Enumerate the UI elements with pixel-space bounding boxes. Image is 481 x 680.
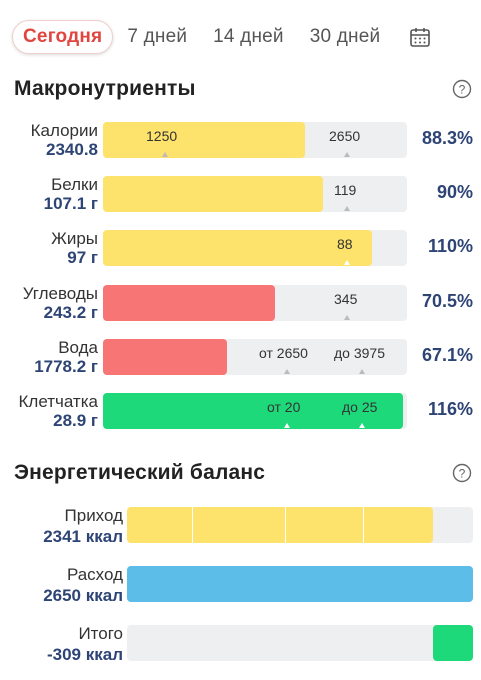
target-marker bbox=[162, 152, 168, 157]
macro-row-protein: Белки 107.1 г 119 90% bbox=[0, 175, 481, 215]
svg-text:?: ? bbox=[459, 83, 466, 97]
macro-name: Клетчатка bbox=[18, 392, 99, 411]
target-max-label: до 3975 bbox=[334, 345, 385, 361]
target-marker bbox=[284, 369, 290, 374]
energy-fill bbox=[127, 507, 433, 543]
target-marker bbox=[359, 423, 365, 428]
meal-divider bbox=[285, 507, 286, 543]
help-circle-icon[interactable]: ? bbox=[452, 463, 472, 483]
energy-track bbox=[127, 566, 473, 602]
energy-track bbox=[127, 625, 473, 661]
energy-row-total: Итого -309 ккал bbox=[0, 623, 481, 665]
target-max-label: до 25 bbox=[342, 399, 378, 415]
energy-track bbox=[127, 507, 473, 543]
macro-percent: 70.5% bbox=[421, 291, 473, 311]
macro-row-calories: Калории 2340.8 1250 2650 88.3% bbox=[0, 121, 481, 161]
macro-value: 107.1 г bbox=[43, 194, 98, 213]
progress-fill bbox=[103, 393, 404, 429]
progress-fill bbox=[103, 339, 228, 375]
macro-row-carbs: Углеводы 243.2 г 345 70.5% bbox=[0, 284, 481, 324]
macro-percent: 67.1% bbox=[421, 345, 473, 365]
progress-track: от 20 до 25 bbox=[103, 393, 407, 429]
macro-percent: 88.3% bbox=[421, 128, 473, 148]
target-label: 2650 bbox=[329, 128, 361, 144]
target-label: 88 bbox=[337, 236, 353, 252]
energy-value: 2341 ккал bbox=[43, 527, 123, 546]
target-marker bbox=[344, 206, 350, 211]
energy-name: Итого bbox=[78, 624, 123, 643]
meal-divider bbox=[363, 507, 364, 543]
macro-name: Углеводы bbox=[22, 284, 98, 303]
target-label: 119 bbox=[334, 182, 357, 198]
progress-fill bbox=[103, 122, 305, 158]
target-marker bbox=[344, 260, 350, 265]
target-marker bbox=[344, 315, 350, 320]
macro-value: 243.2 г bbox=[43, 303, 98, 322]
energy-row-expense: Расход 2650 ккал bbox=[0, 564, 481, 606]
macro-row-fats: Жиры 97 г 88 110% bbox=[0, 229, 481, 269]
progress-fill bbox=[103, 230, 373, 266]
target-marker bbox=[359, 369, 365, 374]
energy-fill bbox=[127, 566, 473, 602]
energy-row-intake: Приход 2341 ккал bbox=[0, 505, 481, 547]
help-circle-icon[interactable]: ? bbox=[452, 79, 472, 99]
tab-30-days[interactable]: 30 дней bbox=[309, 26, 381, 47]
macro-name: Вода bbox=[58, 338, 98, 357]
period-tabs: Сегодня 7 дней 14 дней 30 дней bbox=[12, 18, 469, 56]
progress-track: от 2650 до 3975 bbox=[103, 339, 407, 375]
macro-percent: 116% bbox=[427, 399, 473, 419]
macro-name: Калории bbox=[30, 121, 98, 140]
macro-name: Белки bbox=[51, 175, 98, 194]
macro-value: 28.9 г bbox=[53, 411, 98, 430]
target-marker bbox=[344, 152, 350, 157]
target-min-label: от 2650 bbox=[259, 345, 308, 361]
meal-divider bbox=[192, 507, 193, 543]
calendar-icon[interactable] bbox=[409, 26, 431, 48]
tab-today[interactable]: Сегодня bbox=[12, 20, 114, 54]
macro-value: 97 г bbox=[67, 248, 98, 267]
progress-fill bbox=[103, 176, 324, 212]
macro-value: 2340.8 bbox=[46, 140, 98, 159]
tab-14-days[interactable]: 14 дней bbox=[213, 26, 284, 47]
energy-fill bbox=[432, 625, 473, 661]
progress-track: 119 bbox=[103, 176, 407, 212]
energy-value: 2650 ккал bbox=[43, 586, 123, 605]
progress-track: 345 bbox=[103, 285, 407, 321]
macro-name: Жиры bbox=[51, 229, 98, 248]
svg-text:?: ? bbox=[459, 467, 466, 481]
macros-title: Макронутриенты bbox=[14, 77, 196, 100]
macro-percent: 90% bbox=[436, 182, 473, 202]
energy-value: -309 ккал bbox=[46, 645, 123, 664]
target-min-label: 1250 bbox=[146, 128, 178, 144]
energy-name: Приход bbox=[64, 506, 123, 525]
progress-fill bbox=[103, 285, 276, 321]
target-label: 345 bbox=[334, 291, 358, 307]
macro-row-water: Вода 1778.2 г от 2650 до 3975 67.1% bbox=[0, 338, 481, 378]
progress-track: 88 bbox=[103, 230, 407, 266]
macro-row-fiber: Клетчатка 28.9 г от 20 до 25 116% bbox=[0, 392, 481, 432]
macro-value: 1778.2 г bbox=[34, 357, 98, 376]
target-min-label: от 20 bbox=[267, 399, 301, 415]
tab-7-days[interactable]: 7 дней bbox=[127, 26, 188, 47]
progress-track: 1250 2650 bbox=[103, 122, 407, 158]
energy-title: Энергетический баланс bbox=[14, 461, 266, 484]
macro-percent: 110% bbox=[427, 236, 473, 256]
target-marker bbox=[284, 423, 290, 428]
energy-name: Расход bbox=[66, 565, 123, 584]
